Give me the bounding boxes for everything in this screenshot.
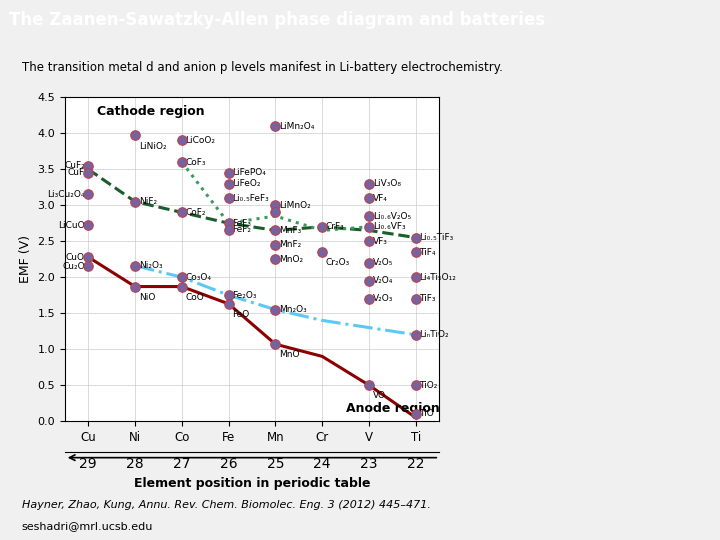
- Text: VF₃: VF₃: [373, 237, 387, 246]
- Text: LiCoO₂: LiCoO₂: [186, 136, 215, 145]
- Text: CrF₃: CrF₃: [326, 222, 345, 231]
- Text: Li₀.₆VF₃: Li₀.₆VF₃: [373, 222, 405, 231]
- Text: CuF₂: CuF₂: [64, 161, 85, 170]
- Text: LiFeO₂: LiFeO₂: [233, 179, 261, 188]
- Text: LiMnO₂: LiMnO₂: [279, 201, 311, 210]
- Text: CuO: CuO: [66, 253, 85, 261]
- Text: LiFePO₄: LiFePO₄: [233, 168, 266, 177]
- Text: Anode region: Anode region: [346, 402, 439, 415]
- Text: MnF₃: MnF₃: [279, 226, 302, 235]
- Text: Li₀.₅TiF₃: Li₀.₅TiF₃: [420, 233, 454, 242]
- Text: Fe₂O₃: Fe₂O₃: [233, 291, 257, 300]
- Text: Hayner, Zhao, Kung, Annu. Rev. Chem. Biomolec. Eng. 3 (2012) 445–471.: Hayner, Zhao, Kung, Annu. Rev. Chem. Bio…: [22, 500, 431, 510]
- Text: LiV₃O₈: LiV₃O₈: [373, 179, 401, 188]
- Text: V₂O₃: V₂O₃: [373, 294, 393, 303]
- Text: CuF: CuF: [68, 168, 85, 177]
- Text: The transition metal d and anion p levels manifest in Li-battery electrochemistr: The transition metal d and anion p level…: [22, 61, 503, 74]
- Text: NiF₂: NiF₂: [139, 197, 157, 206]
- Text: Li₄Ti₅O₁₂: Li₄Ti₅O₁₂: [420, 273, 456, 282]
- Text: Li₀.₆V₂O₅: Li₀.₆V₂O₅: [373, 212, 411, 220]
- Text: Ni₂O₃: Ni₂O₃: [139, 261, 163, 270]
- Text: LiCuO: LiCuO: [58, 221, 85, 230]
- Text: VO: VO: [373, 392, 386, 401]
- Y-axis label: EMF (V): EMF (V): [19, 235, 32, 283]
- Text: TiO: TiO: [420, 409, 434, 418]
- Text: The Zaanen-Sawatzky-Allen phase diagram and batteries: The Zaanen-Sawatzky-Allen phase diagram …: [9, 11, 545, 29]
- Text: LiNiO₂: LiNiO₂: [139, 141, 166, 151]
- Text: CoF₃: CoF₃: [186, 158, 206, 166]
- Text: TiF₃: TiF₃: [420, 294, 436, 303]
- Text: TiO₂: TiO₂: [420, 381, 438, 390]
- Text: MnF₂: MnF₂: [279, 240, 302, 249]
- Text: Cathode region: Cathode region: [96, 105, 204, 118]
- Text: LiₙTiO₂: LiₙTiO₂: [420, 330, 449, 339]
- Text: FeF₂: FeF₂: [233, 225, 251, 234]
- Text: Cu₂O: Cu₂O: [63, 262, 85, 271]
- Text: Li₀.₅FeF₃: Li₀.₅FeF₃: [233, 193, 269, 202]
- Text: NiO: NiO: [139, 293, 155, 302]
- Text: CoO: CoO: [186, 293, 204, 302]
- Text: CoF₂: CoF₂: [186, 208, 206, 217]
- Text: V₂O₅: V₂O₅: [373, 258, 393, 267]
- Text: VF₄: VF₄: [373, 193, 387, 202]
- Text: LiMn₂O₄: LiMn₂O₄: [279, 122, 315, 131]
- Text: Element position in periodic table: Element position in periodic table: [134, 477, 370, 490]
- Text: FeO: FeO: [233, 310, 250, 319]
- Text: MnO: MnO: [279, 350, 300, 360]
- Text: Li₃Cu₂O₄: Li₃Cu₂O₄: [48, 190, 85, 199]
- Text: V₂O₄: V₂O₄: [373, 276, 393, 285]
- Text: FeF₃: FeF₃: [233, 219, 251, 228]
- Text: Mn₂O₃: Mn₂O₃: [279, 305, 307, 314]
- Text: MnO₂: MnO₂: [279, 255, 303, 264]
- Text: TiF₄: TiF₄: [420, 247, 436, 256]
- Text: Co₃O₄: Co₃O₄: [186, 273, 212, 282]
- Text: Cr₂O₃: Cr₂O₃: [326, 258, 350, 267]
- Text: seshadri@mrl.ucsb.edu: seshadri@mrl.ucsb.edu: [22, 522, 153, 531]
